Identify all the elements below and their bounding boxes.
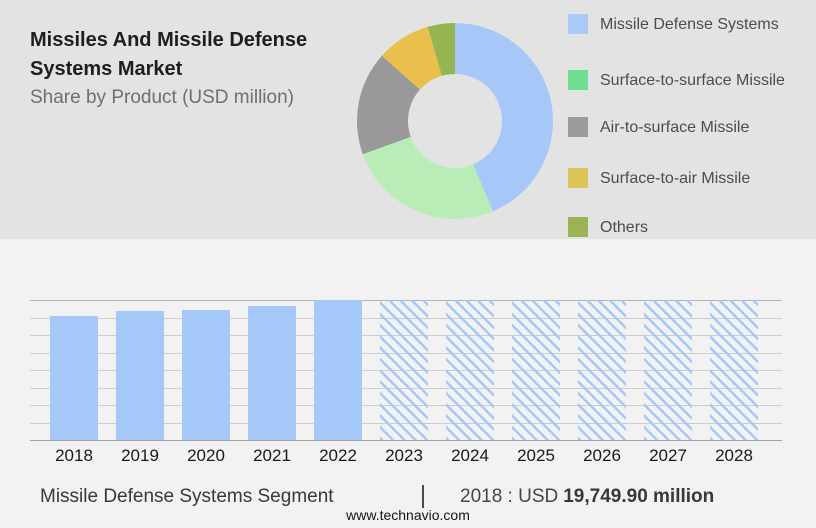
bar-2023-hatched [380,300,428,440]
bar-2028-hatched [710,300,758,440]
legend: Missile Defense Systems Surface-to-surfa… [568,14,798,237]
legend-label: Others [600,219,649,236]
donut-segment-surface-to-air-missile [381,26,442,90]
page-title: Missiles And Missile Defense Systems Mar… [30,29,308,80]
legend-item: Surface-to-air Missile [568,168,785,188]
x-tick-label: 2028 [715,446,753,465]
legend-label: Surface-to-air Missile [600,170,751,187]
header-panel: Missiles And Missile Defense Systems Mar… [0,0,816,239]
donut-segment-air-to-surface-missile [357,55,420,155]
x-tick-label: 2018 [55,446,93,465]
legend-swatch [568,14,588,34]
x-tick-label: 2024 [451,446,489,465]
segment-label: Missile Defense Systems Segment [40,486,334,507]
bar-2019-solid [116,311,164,440]
x-tick-label: 2023 [385,446,423,465]
bar-2025-hatched [512,300,560,440]
bar-2024-hatched [446,300,494,440]
x-tick-label: 2026 [583,446,621,465]
legend-item: Air-to-surface Missile [568,117,785,137]
legend-label: Missile Defense Systems [600,16,779,33]
bar-2022-solid [314,300,362,440]
x-tick-label: 2020 [187,446,225,465]
x-tick-label: 2021 [253,446,291,465]
value-prefix: 2018 : USD [460,486,559,507]
x-axis-line [30,440,782,441]
x-tick-label: 2022 [319,446,357,465]
legend-swatch [568,168,588,188]
legend-label: Surface-to-surface Missile [600,72,785,89]
donut-chart [357,23,553,219]
bar-2026-hatched [578,300,626,440]
bar-chart-panel: 2018 2019 2020 2021 2022 2023 2024 2025 2026 2027… [0,239,816,528]
value-bold: 19,749.90 million [563,486,715,507]
bar-2027-hatched [644,300,692,440]
page-subtitle: Share by Product (USD million) [30,87,294,108]
donut-segment-missile-defense-systems [455,23,553,212]
separator [422,485,424,508]
x-tick-label: 2025 [517,446,555,465]
highlight-value: 2018 : USD 19,749.90 million [460,486,714,508]
website-link[interactable]: www.technavio.com [346,507,470,523]
legend-swatch [568,70,588,90]
footer-row: Missile Defense Systems Segment 2018 : U… [0,485,816,511]
donut-segment-others [427,23,455,76]
legend-item: Missile Defense Systems [568,14,785,34]
x-axis-labels: 2018 2019 2020 2021 2022 2023 2024 2025 2026 2027… [30,446,782,468]
bar-2020-solid [182,310,230,440]
bar-chart [30,300,782,441]
legend-swatch [568,217,588,237]
legend-item: Surface-to-surface Missile [568,70,785,90]
donut-segment-surface-to-surface-missile [362,136,493,219]
bar-2018-solid [50,316,98,440]
bar-2021-solid [248,306,296,440]
legend-swatch [568,117,588,137]
legend-label: Air-to-surface Missile [600,119,750,136]
legend-item: Others [568,217,785,237]
x-tick-label: 2019 [121,446,159,465]
title-block: Missiles And Missile Defense Systems Mar… [30,26,370,110]
x-tick-label: 2027 [649,446,687,465]
